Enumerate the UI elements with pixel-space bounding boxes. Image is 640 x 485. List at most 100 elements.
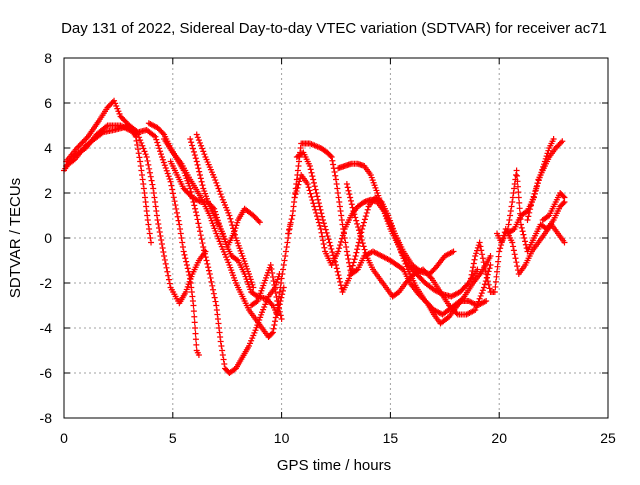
data-point-marker [399, 265, 406, 272]
data-point-marker [169, 190, 176, 197]
data-point-marker [350, 259, 357, 266]
data-point-marker [225, 259, 232, 266]
data-point-marker [336, 203, 343, 210]
data-point-marker [201, 151, 208, 158]
data-point-marker [480, 284, 487, 291]
data-point-marker [312, 186, 319, 193]
data-point-marker [197, 232, 204, 239]
data-point-marker [351, 256, 358, 263]
data-point-marker [507, 208, 514, 214]
data-point-marker [319, 233, 326, 240]
data-point-marker [561, 239, 568, 246]
data-point-marker [343, 248, 350, 255]
data-point-marker [325, 236, 332, 243]
data-point-marker [187, 136, 194, 142]
data-point-marker [154, 139, 161, 146]
data-point-marker [315, 196, 322, 203]
y-tick-label: 4 [44, 140, 52, 156]
data-point-marker [221, 235, 228, 242]
data-point-marker [484, 278, 491, 285]
data-point-marker [166, 280, 173, 287]
data-point-marker [188, 139, 195, 146]
data-point-marker [478, 290, 485, 297]
data-point-marker [473, 304, 480, 311]
data-point-marker [308, 169, 315, 176]
data-point-marker [177, 230, 184, 237]
data-point-marker [362, 249, 369, 256]
data-point-marker [346, 191, 353, 198]
data-point-marker [228, 218, 235, 225]
data-point-marker [474, 301, 481, 308]
data-point-marker [112, 100, 119, 107]
data-point-marker [319, 213, 326, 220]
data-point-marker [295, 181, 302, 188]
x-tick-label: 20 [491, 430, 507, 446]
data-point-marker [163, 167, 170, 174]
data-point-marker [161, 253, 168, 259]
data-point-marker [195, 352, 202, 358]
data-point-marker [545, 147, 552, 154]
data-point-marker [333, 181, 340, 187]
data-point-marker [222, 202, 229, 208]
data-point-marker [282, 248, 289, 255]
data-point-marker [249, 281, 256, 288]
data-point-marker [195, 137, 202, 144]
data-point-marker [215, 185, 222, 192]
data-point-marker [335, 272, 342, 279]
data-point-marker [145, 221, 152, 228]
data-point-marker [190, 308, 197, 315]
data-point-marker [159, 245, 166, 251]
data-point-marker [111, 97, 118, 104]
data-point-marker [157, 148, 164, 155]
data-point-marker [156, 229, 163, 235]
data-point-marker [511, 251, 518, 258]
data-point-marker [145, 161, 152, 168]
data-point-marker [345, 256, 352, 262]
data-point-marker [506, 217, 513, 223]
data-point-marker [356, 227, 363, 234]
data-point-marker [152, 133, 159, 140]
data-point-marker [358, 236, 365, 243]
data-point-marker [349, 204, 356, 211]
data-point-marker [486, 265, 493, 272]
data-point-marker [527, 206, 534, 213]
data-point-marker [516, 205, 523, 212]
data-point-marker [539, 166, 546, 173]
data-point-marker [166, 176, 173, 182]
data-point-marker [217, 191, 224, 198]
series-arc-7 [187, 136, 287, 318]
data-point-marker [357, 233, 364, 240]
data-point-marker [483, 271, 490, 277]
data-point-marker [212, 177, 219, 184]
data-point-marker [209, 282, 216, 289]
data-point-marker [214, 182, 221, 189]
data-point-marker [197, 175, 204, 182]
data-point-marker [510, 247, 517, 254]
data-point-marker [311, 203, 318, 210]
x-tick-label: 0 [60, 430, 68, 446]
data-point-marker [304, 181, 311, 187]
data-point-marker [272, 286, 279, 292]
data-point-marker [165, 272, 172, 279]
data-point-marker [314, 216, 321, 223]
data-point-marker [554, 143, 561, 150]
data-point-marker [520, 231, 527, 238]
data-point-marker [344, 184, 351, 191]
data-point-marker [254, 216, 261, 223]
data-point-marker [174, 213, 181, 220]
y-tick-label: -8 [40, 410, 53, 426]
data-point-marker [494, 268, 501, 275]
data-point-marker [354, 220, 361, 227]
data-point-marker [107, 101, 114, 108]
data-point-marker [332, 172, 339, 179]
data-point-marker [148, 239, 155, 246]
data-point-marker [327, 152, 334, 159]
data-point-marker [336, 199, 343, 205]
series-arc-2 [63, 97, 202, 358]
data-point-marker [206, 271, 213, 277]
data-point-marker [249, 335, 256, 342]
data-point-marker [115, 108, 122, 115]
data-point-marker [359, 199, 366, 206]
x-axis-label: GPS time / hours [277, 457, 391, 474]
data-point-marker [139, 142, 146, 149]
